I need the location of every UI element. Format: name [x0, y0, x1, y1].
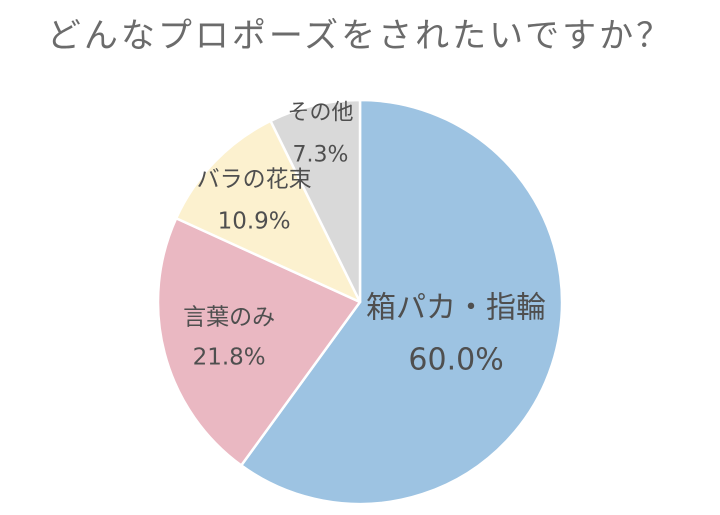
pie-slice-other [269, 98, 362, 304]
slice-label-roses: バラの花束 [197, 166, 312, 192]
slice-value-roses: 10.9% [218, 208, 291, 234]
pie-slice-ring [240, 98, 564, 506]
slice-value-ring: 60.0% [408, 343, 503, 378]
pie-slices [156, 98, 564, 506]
slice-label-other: その他 [288, 101, 354, 126]
slice-value-other: 7.3% [293, 143, 349, 168]
chart-title: どんなプロポーズをされたいですか？ [46, 16, 674, 56]
slice-label-ring: 箱パカ・指輪 [366, 291, 546, 326]
slice-label-words: 言葉のみ [183, 305, 275, 331]
slice-value-words: 21.8% [193, 345, 266, 371]
pie-labels: 箱パカ・指輪 60.0% 言葉のみ 21.8% バラの花束 10.9% その他 7.3% [183, 101, 546, 378]
pie-slice-roses [174, 119, 362, 304]
